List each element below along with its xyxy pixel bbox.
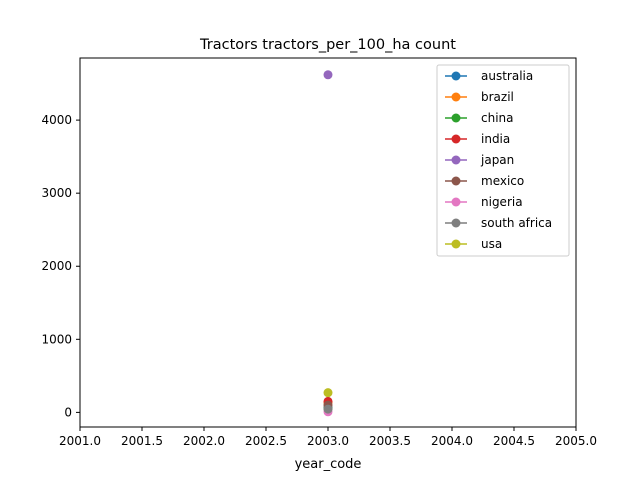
legend-label: brazil: [481, 90, 514, 104]
y-tick-label: 1000: [41, 332, 72, 346]
y-tick-label: 3000: [41, 186, 72, 200]
x-tick-label: 2001.0: [59, 434, 101, 448]
x-tick-label: 2004.0: [431, 434, 473, 448]
data-point: [323, 404, 333, 414]
legend-label: nigeria: [481, 195, 523, 209]
legend-label: mexico: [481, 174, 524, 188]
y-tick-label: 0: [64, 405, 72, 419]
legend-label: china: [481, 111, 514, 125]
legend: australia brazil china india japan mexico nige…: [436, 64, 570, 257]
legend-marker: [451, 134, 461, 144]
legend-label: japan: [480, 153, 514, 167]
legend-marker: [451, 113, 461, 123]
y-axis: 0 1000 2000 3000 4000: [41, 113, 80, 419]
x-axis: 2001.0 2001.5 2002.0 2002.5 2003.0 2003.5 2004…: [59, 427, 597, 448]
legend-marker: [451, 71, 461, 81]
x-tick-label: 2001.5: [121, 434, 163, 448]
legend-label: south africa: [481, 216, 552, 230]
legend-marker: [451, 92, 461, 102]
legend-marker: [451, 218, 461, 228]
x-axis-label: year_code: [295, 457, 362, 472]
chart-title: Tractors tractors_per_100_ha count: [199, 37, 456, 53]
x-tick-label: 2002.5: [245, 434, 287, 448]
legend-marker: [451, 155, 461, 165]
legend-marker: [451, 239, 461, 249]
legend-label: india: [481, 132, 510, 146]
data-marks: [323, 70, 333, 417]
legend-label: usa: [481, 237, 502, 251]
y-tick-label: 2000: [41, 259, 72, 273]
legend-marker: [451, 176, 461, 186]
legend-label: australia: [481, 69, 533, 83]
x-tick-label: 2002.0: [183, 434, 225, 448]
data-point: [323, 70, 333, 80]
x-tick-label: 2004.5: [493, 434, 535, 448]
legend-marker: [451, 197, 461, 207]
x-tick-label: 2005.0: [555, 434, 597, 448]
data-point: [323, 388, 333, 398]
y-tick-label: 4000: [41, 113, 72, 127]
x-tick-label: 2003.0: [307, 434, 349, 448]
x-tick-label: 2003.5: [369, 434, 411, 448]
legend-frame: [436, 64, 570, 257]
